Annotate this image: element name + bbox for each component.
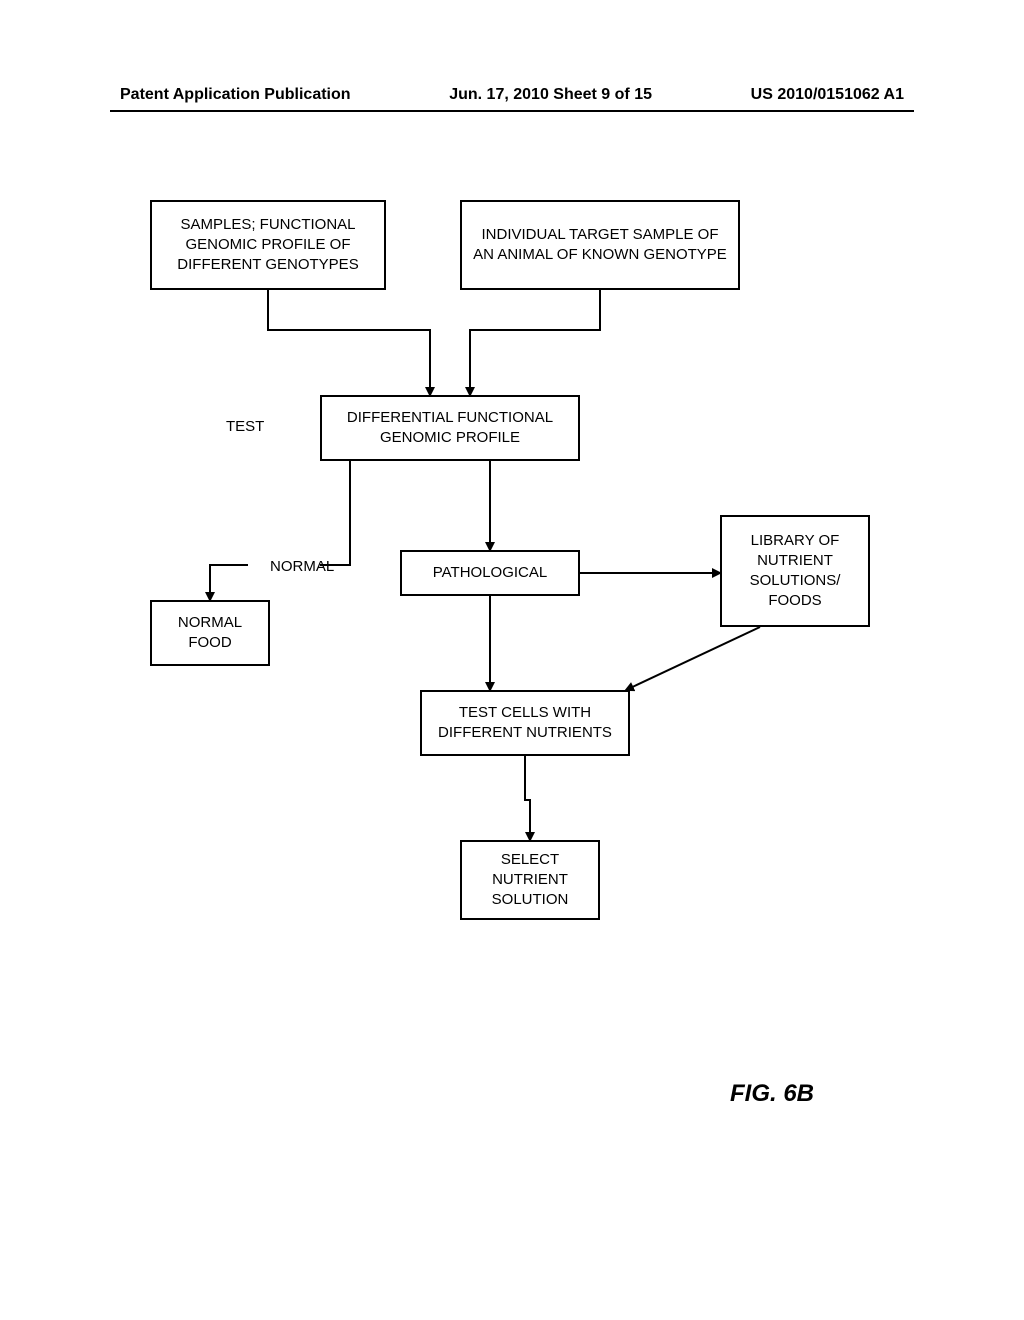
header-center: Jun. 17, 2010 Sheet 9 of 15 — [449, 86, 652, 104]
node-library-text: LIBRARY OF NUTRIENT SOLUTIONS/ FOODS — [732, 531, 858, 612]
node-samples: SAMPLES; FUNCTIONAL GENOMIC PROFILE OF D… — [150, 200, 386, 290]
flowchart: SAMPLES; FUNCTIONAL GENOMIC PROFILE OF D… — [0, 170, 1024, 1120]
node-diff-text: DIFFERENTIAL FUNCTIONAL GENOMIC PROFILE — [332, 408, 568, 449]
node-pathological: PATHOLOGICAL — [400, 550, 580, 596]
node-target-sample: INDIVIDUAL TARGET SAMPLE OF AN ANIMAL OF… — [460, 200, 740, 290]
page-header: Patent Application Publication Jun. 17, … — [0, 86, 1024, 104]
node-samples-text: SAMPLES; FUNCTIONAL GENOMIC PROFILE OF D… — [162, 215, 374, 276]
header-left: Patent Application Publication — [120, 86, 351, 104]
node-normal-food: NORMAL FOOD — [150, 600, 270, 666]
node-testcells-text: TEST CELLS WITH DIFFERENT NUTRIENTS — [432, 703, 618, 744]
node-path-text: PATHOLOGICAL — [433, 563, 547, 583]
node-select-solution: SELECT NUTRIENT SOLUTION — [460, 840, 600, 920]
node-target-text: INDIVIDUAL TARGET SAMPLE OF AN ANIMAL OF… — [472, 225, 728, 266]
label-test: TEST — [226, 418, 264, 435]
figure-label: FIG. 6B — [730, 1080, 814, 1108]
node-differential: DIFFERENTIAL FUNCTIONAL GENOMIC PROFILE — [320, 395, 580, 461]
header-rule — [110, 110, 914, 112]
node-select-text: SELECT NUTRIENT SOLUTION — [472, 850, 588, 911]
label-normal: NORMAL — [270, 558, 334, 575]
node-test-cells: TEST CELLS WITH DIFFERENT NUTRIENTS — [420, 690, 630, 756]
node-normal-text: NORMAL FOOD — [162, 613, 258, 654]
header-right: US 2010/0151062 A1 — [751, 86, 904, 104]
node-library: LIBRARY OF NUTRIENT SOLUTIONS/ FOODS — [720, 515, 870, 627]
